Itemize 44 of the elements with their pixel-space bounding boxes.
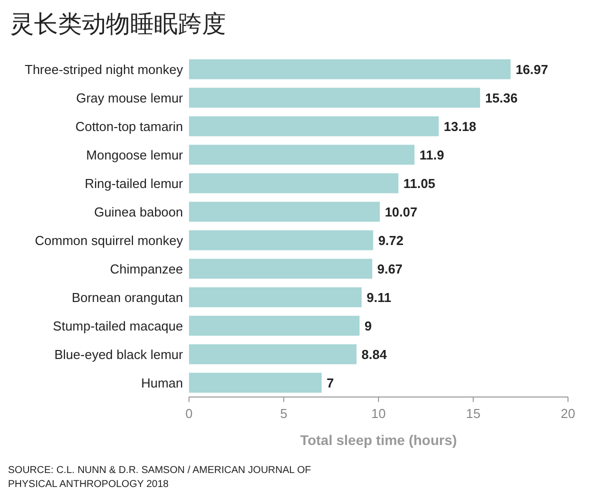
data-label: 9.72: [378, 232, 404, 248]
y-tick-label: Gray mouse lemur: [76, 90, 184, 106]
bar: [189, 344, 357, 364]
data-label: 7: [326, 375, 334, 390]
y-tick-label: Chimpanzee: [110, 261, 183, 276]
y-tick-label: Mongoose lemur: [86, 147, 184, 162]
data-label: 11.05: [403, 176, 436, 191]
y-tick-label: Common squirrel monkey: [34, 232, 184, 248]
bar: [189, 258, 372, 279]
x-tick-label: 20: [560, 406, 576, 421]
source-note: SOURCE: C.L. NUNN & D.R. SAMSON / AMERICAN JOURNAL OF PHYSICAL ANTHROPOLOGY 2018: [8, 464, 312, 492]
y-tick-label: Stump-tailed macaque: [52, 318, 183, 334]
bar: [189, 144, 415, 165]
bar: [189, 372, 322, 393]
bar: [189, 287, 362, 308]
bar: [189, 59, 511, 80]
bar: [189, 88, 480, 108]
bar: [189, 202, 380, 222]
x-axis-title: Total sleep time (hours): [300, 432, 457, 448]
bar: [189, 173, 398, 194]
y-tick-label: Bornean orangutan: [72, 290, 183, 305]
y-tick-label: Ring-tailed lemur: [84, 176, 184, 191]
bar: [189, 316, 360, 336]
y-tick-label: Guinea baboon: [94, 204, 183, 220]
data-label: 8.84: [362, 346, 388, 362]
y-tick-label: Three-striped night monkey: [24, 62, 184, 77]
y-tick-label: Blue-eyed black lemur: [54, 346, 184, 362]
data-label: 11.9: [420, 147, 444, 162]
x-tick-label: 5: [280, 406, 288, 421]
x-tick-label: 0: [185, 406, 193, 421]
chart-title: 灵长类动物睡眠跨度: [10, 10, 226, 38]
data-label: 16.97: [516, 62, 548, 77]
bar: [189, 116, 439, 136]
y-tick-label: Human: [141, 375, 183, 390]
data-label: 9.67: [377, 261, 403, 276]
x-tick-label: 15: [466, 406, 480, 421]
data-label: 13.18: [444, 118, 476, 134]
data-label: 9: [364, 318, 372, 334]
data-label: 15.36: [485, 90, 518, 106]
bar: [189, 230, 374, 250]
y-tick-label: Cotton-top tamarin: [75, 118, 183, 134]
data-label: 9.11: [366, 290, 392, 305]
x-tick-label: 10: [371, 406, 386, 421]
data-label: 10.07: [384, 204, 418, 220]
